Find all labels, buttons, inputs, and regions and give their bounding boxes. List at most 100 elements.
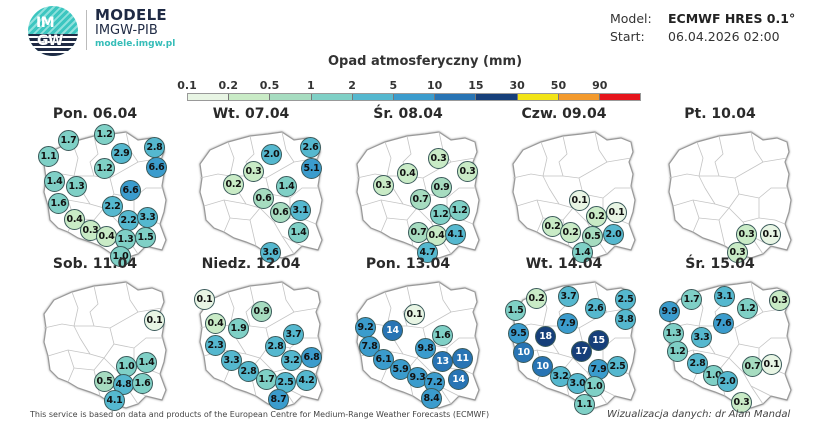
brand: MODELE IMGW-PIB modele.imgw.pl — [95, 6, 175, 49]
precip-value-marker: 9.8 — [415, 338, 436, 359]
legend-swatch — [352, 94, 394, 100]
precip-value-marker: 3.3 — [137, 207, 158, 228]
brand-title: MODELE — [95, 6, 167, 24]
precip-value-marker: 2.2 — [118, 210, 139, 231]
precip-value-marker: 9.9 — [659, 301, 680, 322]
precip-value-marker: 1.2 — [94, 158, 115, 179]
precip-value-marker: 3.3 — [691, 327, 712, 348]
precip-value-marker: 0.4 — [64, 209, 85, 230]
day-title: Śr. 15.04 — [685, 256, 755, 272]
precip-value-marker: 0.2 — [526, 288, 547, 309]
day-map: Niedz. 12.04 0.1 0.9 0.4 1.9 3.7 2.3 2.8 3.3 3.2 6… — [176, 256, 326, 410]
precip-value-marker: 9.3 — [407, 367, 428, 388]
logo-text-bottom: GW — [37, 33, 63, 49]
precip-value-marker: 0.6 — [270, 202, 291, 223]
start-value: 06.04.2026 02:00 — [668, 29, 780, 44]
legend-swatch — [229, 94, 271, 100]
precip-value-marker: 10 — [532, 356, 553, 377]
precip-value-marker: 0.7 — [742, 356, 763, 377]
precip-value-marker: 0.4 — [205, 313, 226, 334]
precip-value-marker: 7.9 — [557, 313, 578, 334]
legend-tick: 30 — [509, 79, 525, 92]
precip-value-marker: 2.8 — [265, 336, 286, 357]
precip-value-marker: 1.6 — [48, 193, 69, 214]
precip-value-marker: 3.7 — [283, 324, 304, 345]
precip-value-marker: 3.1 — [290, 200, 311, 221]
day-map: Pon. 13.04 0.1 9.2 14 1.6 7.8 9.8 6.1 13 11 5.9 9.3… — [333, 256, 483, 409]
legend-tick: 90 — [592, 79, 608, 92]
ecmwf-attribution: This service is based on data and produc… — [30, 410, 490, 419]
day-title: Wt. 14.04 — [525, 256, 603, 272]
legend-swatch — [476, 94, 518, 100]
run-info: Model: ECMWF HRES 0.1° Start: 06.04.2026… — [610, 10, 795, 46]
legend-tick: 5 — [389, 79, 398, 92]
visualization-credit: Wizualizacja danych: dr Alan Mandal — [607, 409, 791, 420]
precip-value-marker: 3.8 — [615, 309, 636, 330]
day-title: Sob. 11.04 — [52, 256, 138, 272]
brand-url[interactable]: modele.imgw.pl — [95, 39, 176, 49]
precip-value-marker: 0.3 — [373, 175, 394, 196]
precip-value-marker: 8.4 — [421, 388, 442, 409]
precip-value-marker: 2.6 — [300, 137, 321, 158]
precip-value-marker: 0.3 — [731, 392, 752, 413]
model-value: ECMWF HRES 0.1° — [668, 11, 796, 26]
precip-value-marker: 0.1 — [761, 354, 782, 375]
precip-value-marker: 0.4 — [96, 226, 117, 247]
precip-value-marker: 0.9 — [431, 177, 452, 198]
logo-divider — [86, 10, 87, 50]
poland-map — [668, 131, 792, 259]
precip-value-marker: 10 — [513, 342, 534, 363]
precip-value-marker: 0.1 — [194, 289, 215, 310]
precip-value-marker: 0.3 — [769, 290, 790, 311]
precip-value-marker: 1.2 — [667, 341, 688, 362]
legend-colorbar — [187, 93, 641, 101]
precip-value-marker: 0.7 — [408, 222, 429, 243]
day-map: Wt. 07.04 2.0 2.6 5.1 0.3 0.2 1.4 0.6 0.6 3.1 1.4 3… — [176, 106, 326, 263]
precip-value-marker: 1.1 — [574, 394, 595, 415]
legend-tick: 0.1 — [177, 79, 197, 92]
precip-value-marker: 3.1 — [714, 286, 735, 307]
precip-value-marker: 4.2 — [296, 370, 317, 391]
legend-tick: 0.2 — [218, 79, 239, 92]
precip-value-marker: 0.3 — [727, 242, 748, 263]
precip-value-marker: 0.1 — [144, 310, 165, 331]
day-map: Śr. 08.04 0.3 0.3 0.4 0.3 0.9 0.7 1.2 1.2 0.7 0.4 4… — [333, 106, 483, 263]
precip-value-marker: 1.7 — [58, 130, 79, 151]
precip-value-marker: 4.1 — [445, 224, 466, 245]
precip-value-marker: 1.2 — [737, 298, 758, 319]
legend-tick: 10 — [426, 79, 443, 92]
precip-value-marker: 0.5 — [94, 371, 115, 392]
legend-swatch — [393, 94, 436, 100]
precip-value-marker: 9.5 — [508, 323, 529, 344]
legend-swatch — [188, 94, 230, 100]
precip-value-marker: 2.0 — [603, 224, 624, 245]
logo-text-top: IM — [36, 15, 55, 31]
day-title: Pon. 06.04 — [52, 106, 138, 122]
precip-value-marker: 1.6 — [432, 325, 453, 346]
precip-value-marker: 0.4 — [397, 163, 418, 184]
precip-value-marker: 6.6 — [120, 180, 141, 201]
legend-tick: 50 — [550, 79, 567, 92]
legend-swatch — [311, 94, 353, 100]
precip-value-marker: 2.3 — [205, 335, 226, 356]
precip-value-marker: 2.6 — [585, 298, 606, 319]
precip-value-marker: 1.5 — [505, 300, 526, 321]
legend-swatch — [517, 94, 559, 100]
precip-value-marker: 0.7 — [410, 189, 431, 210]
precip-value-marker: 2.8 — [687, 353, 708, 374]
precip-value-marker: 18 — [535, 326, 556, 347]
precip-value-marker: 0.1 — [606, 202, 627, 223]
model-label: Model: — [610, 11, 652, 26]
day-title: Pt. 10.04 — [684, 106, 756, 122]
start-label: Start: — [610, 29, 645, 44]
day-map: Pt. 10.04 0.3 0.1 0.3 — [645, 106, 795, 263]
legend-ticks: 0.1 0.2 0.5 1 2 5 10 15 30 50 90 — [172, 79, 652, 93]
precip-value-marker: 0.6 — [253, 188, 274, 209]
precip-value-marker: 1.4 — [572, 242, 593, 263]
precip-value-marker: 0.3 — [736, 224, 757, 245]
logo-stripes — [28, 34, 78, 56]
precip-value-marker: 1.4 — [44, 171, 65, 192]
precip-value-marker: 3.6 — [260, 242, 281, 263]
precip-value-marker: 1.3 — [66, 176, 87, 197]
precip-value-marker: 1.4 — [276, 176, 297, 197]
